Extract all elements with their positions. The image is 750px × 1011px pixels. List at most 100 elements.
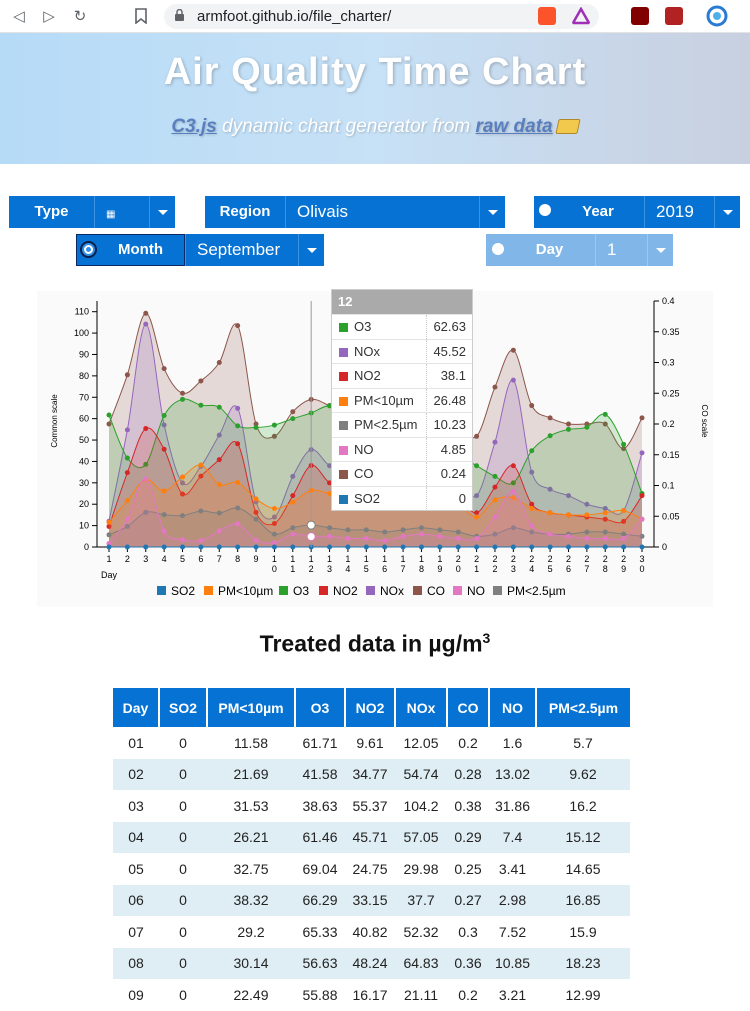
data-point xyxy=(290,525,296,531)
region-caret-icon[interactable] xyxy=(479,196,505,228)
table-cell: 66.29 xyxy=(295,884,345,916)
table-cell: 0 xyxy=(179,986,187,1003)
data-point xyxy=(180,396,186,402)
back-icon[interactable]: ◁ xyxy=(13,8,25,25)
year-radio[interactable] xyxy=(539,204,551,216)
year-caret-icon[interactable] xyxy=(714,196,740,228)
reload-icon[interactable]: ↻ xyxy=(73,8,87,25)
ublock-icon[interactable] xyxy=(631,7,649,25)
data-point xyxy=(382,538,388,544)
tooltip-swatch xyxy=(339,396,348,406)
day-radio-label[interactable]: Day xyxy=(486,234,595,266)
table-cell: 15.9 xyxy=(569,923,597,940)
x-tick-label: 1 xyxy=(272,554,277,564)
type-caret-icon[interactable] xyxy=(149,196,175,228)
month-select[interactable]: September xyxy=(185,234,324,266)
brave-rewards-icon[interactable] xyxy=(572,7,590,25)
table-row: 06 0 38.32 66.29 33.15 37.7 0.27 2.98 16.85 xyxy=(113,884,630,916)
column-header[interactable]: O3 xyxy=(294,688,345,727)
column-header[interactable]: CO xyxy=(446,688,489,727)
column-header[interactable]: SO2 xyxy=(158,688,207,727)
c3js-link[interactable]: C3.js xyxy=(171,116,217,137)
data-point xyxy=(253,509,259,515)
table-cell: 5.7 xyxy=(573,734,593,751)
column-header[interactable]: NOx xyxy=(394,688,447,727)
data-point xyxy=(235,423,241,429)
table-row: 05 0 32.75 69.04 24.75 29.98 0.25 3.41 14.65 xyxy=(113,853,630,885)
year-radio-label[interactable]: Year xyxy=(534,196,644,228)
address-bar[interactable] xyxy=(164,4,599,29)
data-point xyxy=(363,527,369,533)
data-point xyxy=(621,531,627,537)
column-header[interactable]: PM<2.5µm xyxy=(535,688,630,727)
legend-swatch xyxy=(279,586,288,595)
month-radio[interactable] xyxy=(80,241,97,258)
brave-shield-icon[interactable] xyxy=(538,7,556,25)
data-point xyxy=(437,544,443,550)
data-point xyxy=(271,531,277,537)
table-cell: 21.69 xyxy=(207,758,295,790)
table-cell: 0 xyxy=(179,797,187,814)
data-point xyxy=(474,493,480,499)
table-cell: 02 xyxy=(113,758,159,790)
year-select[interactable]: 2019 xyxy=(644,196,740,228)
table-cell: 55.37 xyxy=(352,797,388,814)
table-cell: 16.2 xyxy=(569,797,597,814)
table-header-row: Day SO2 PM<10µm O3 NO2 NOx CO NO PM<2.5µm xyxy=(113,688,630,727)
data-point xyxy=(235,544,241,550)
table-cell: 0.25 xyxy=(454,860,482,877)
y-tick-label: 50 xyxy=(79,435,89,445)
data-point xyxy=(529,529,535,535)
data-point xyxy=(271,540,277,546)
data-point xyxy=(327,463,333,469)
data-point xyxy=(198,462,204,468)
data-point xyxy=(253,544,259,550)
data-point xyxy=(492,531,498,537)
data-point xyxy=(510,347,516,353)
data-point xyxy=(198,378,204,384)
table-cell: 57.05 xyxy=(395,821,447,853)
forward-icon[interactable]: ▷ xyxy=(43,8,55,25)
y2-tick-label: 0.4 xyxy=(662,296,675,306)
table-cell: 13.02 xyxy=(489,758,536,790)
data-point xyxy=(492,473,498,479)
type-select[interactable]: ▦ xyxy=(94,196,175,228)
column-header[interactable]: NO xyxy=(488,688,536,727)
data-point xyxy=(639,544,645,550)
month-label: Month xyxy=(118,241,163,258)
data-point xyxy=(216,432,222,438)
day-caret-icon[interactable] xyxy=(647,234,673,266)
bookmark-icon[interactable] xyxy=(135,8,147,24)
y2-tick-label: 0.1 xyxy=(662,481,675,491)
data-point xyxy=(143,509,149,515)
table-cell: 9.61 xyxy=(356,734,384,751)
month-caret-icon[interactable] xyxy=(298,234,324,266)
x-tick-label: 6 xyxy=(566,564,571,574)
data-point xyxy=(161,413,167,419)
legend-swatch xyxy=(493,586,502,595)
month-radio-label[interactable]: Month xyxy=(76,234,185,266)
y-tick-label: 80 xyxy=(79,371,89,381)
table-cell: 37.7 xyxy=(395,884,447,916)
day-select[interactable]: 1 xyxy=(595,234,673,266)
data-point xyxy=(198,544,204,550)
column-header[interactable]: PM<10µm xyxy=(206,688,295,727)
tooltip-swatch xyxy=(339,372,348,381)
table-cell: 32.75 xyxy=(233,860,269,877)
raw-data-link[interactable]: raw data xyxy=(475,116,553,137)
data-point xyxy=(124,516,130,522)
privacy-extension-icon[interactable] xyxy=(665,7,683,25)
tooltip-swatch xyxy=(339,445,348,455)
table-cell: 56.63 xyxy=(295,947,345,979)
table-cell: 104.2 xyxy=(403,797,439,814)
column-header[interactable]: Day xyxy=(113,688,159,727)
profile-icon[interactable] xyxy=(706,5,728,27)
day-radio[interactable] xyxy=(492,243,504,255)
x-tick-label: 1 xyxy=(345,554,350,564)
table-cell: 0 xyxy=(179,734,187,751)
column-header[interactable]: NO2 xyxy=(344,688,395,727)
folder-icon xyxy=(555,119,581,135)
region-select[interactable]: Olivais xyxy=(285,196,505,228)
x-tick-label: 1 xyxy=(290,554,295,564)
y-tick-label: 0 xyxy=(84,542,89,552)
